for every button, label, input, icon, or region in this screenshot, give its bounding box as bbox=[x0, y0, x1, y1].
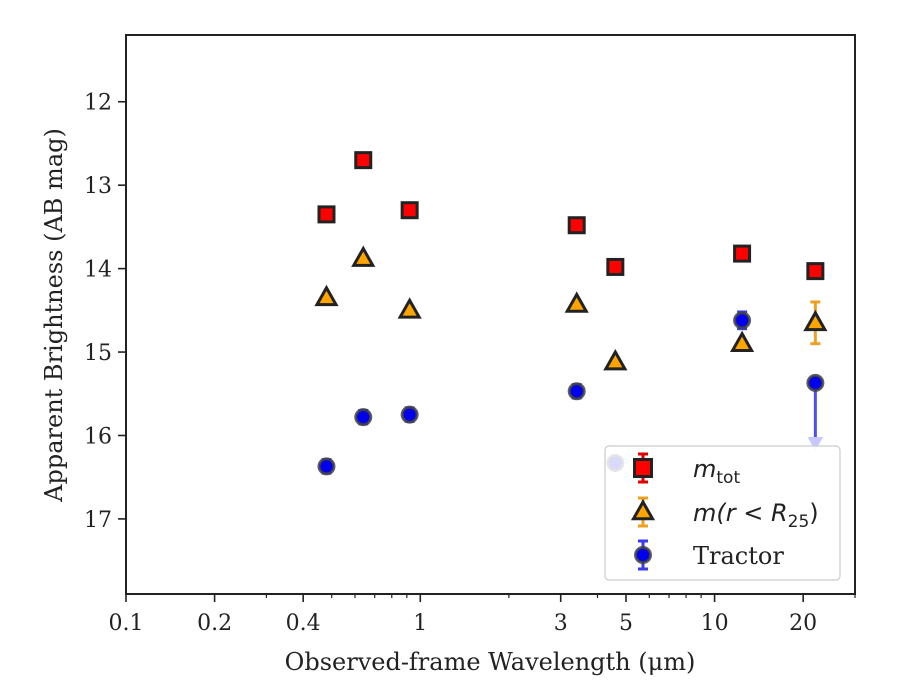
legend-0-marker bbox=[633, 458, 653, 478]
y-tick-label-4: 16 bbox=[84, 424, 112, 449]
x-axis: 0.1 0.2 0.4 1 3 5 10 20 bbox=[109, 594, 856, 636]
series-0-point-5 bbox=[733, 244, 752, 263]
series-1-point-5 bbox=[729, 330, 755, 352]
series-0-point-0 bbox=[317, 205, 336, 224]
x-tick-label-2: 0.4 bbox=[286, 611, 321, 636]
x-tick-label-3: 1 bbox=[413, 611, 427, 636]
series-1-point-0 bbox=[314, 284, 339, 307]
legend-item-0: mtot bbox=[633, 452, 740, 488]
plot-area bbox=[125, 34, 856, 595]
x-axis-label: Observed-frame Wavelength (μm) bbox=[285, 648, 696, 676]
series-2-point-3 bbox=[567, 382, 586, 401]
y-tick-label-3: 15 bbox=[84, 341, 112, 366]
legend-1-marker bbox=[630, 498, 656, 521]
data-marks bbox=[314, 151, 828, 476]
legend: mtot m(r < R25) Tractor bbox=[604, 445, 841, 581]
series-1-point-1 bbox=[351, 245, 376, 267]
series-2-point-5 bbox=[733, 311, 752, 330]
legend-item-1: m(r < R25) bbox=[630, 496, 819, 532]
series-2-point-2 bbox=[400, 405, 419, 424]
series-1 bbox=[314, 245, 828, 371]
legend-box bbox=[604, 445, 841, 581]
y-tick-label-1: 13 bbox=[84, 174, 112, 199]
upper-limit-arrow-head bbox=[807, 436, 824, 451]
legend-label-0: mtot bbox=[693, 455, 740, 488]
series-0-point-4 bbox=[606, 257, 625, 276]
x-tick-label-4: 3 bbox=[554, 611, 568, 636]
legend-2-marker bbox=[634, 546, 652, 564]
x-tick-label-5: 5 bbox=[619, 611, 633, 636]
y-tick-label-0: 12 bbox=[84, 91, 112, 116]
series-2-point-6 bbox=[806, 373, 825, 392]
y-axis: 12 13 14 15 16 17 bbox=[84, 91, 126, 533]
series-2-point-0 bbox=[317, 457, 336, 476]
series-0-point-2 bbox=[400, 201, 419, 220]
legend-label-1: m(r < R25) bbox=[693, 499, 819, 532]
series-1-point-2 bbox=[397, 297, 422, 319]
x-tick-label-6: 10 bbox=[701, 611, 729, 636]
series-0-point-3 bbox=[567, 216, 586, 235]
series-1-point-4 bbox=[603, 349, 628, 371]
y-tick-label-2: 14 bbox=[84, 258, 112, 283]
series-0-point-6 bbox=[806, 262, 825, 281]
series-2-point-1 bbox=[354, 408, 373, 427]
legend-item-2: Tractor bbox=[634, 539, 784, 571]
series-0 bbox=[317, 151, 825, 281]
series-1-point-3 bbox=[564, 291, 589, 313]
series-0-point-1 bbox=[354, 151, 373, 170]
legend-label-2: Tractor bbox=[693, 542, 784, 570]
y-tick-label-5: 17 bbox=[84, 508, 112, 533]
series-1-point-6 bbox=[803, 309, 828, 332]
x-tick-label-1: 0.2 bbox=[197, 611, 232, 636]
y-axis-label: Apparent Brightness (AB mag) bbox=[40, 128, 68, 503]
x-tick-label-7: 20 bbox=[789, 611, 817, 636]
x-tick-label-0: 0.1 bbox=[109, 611, 144, 636]
